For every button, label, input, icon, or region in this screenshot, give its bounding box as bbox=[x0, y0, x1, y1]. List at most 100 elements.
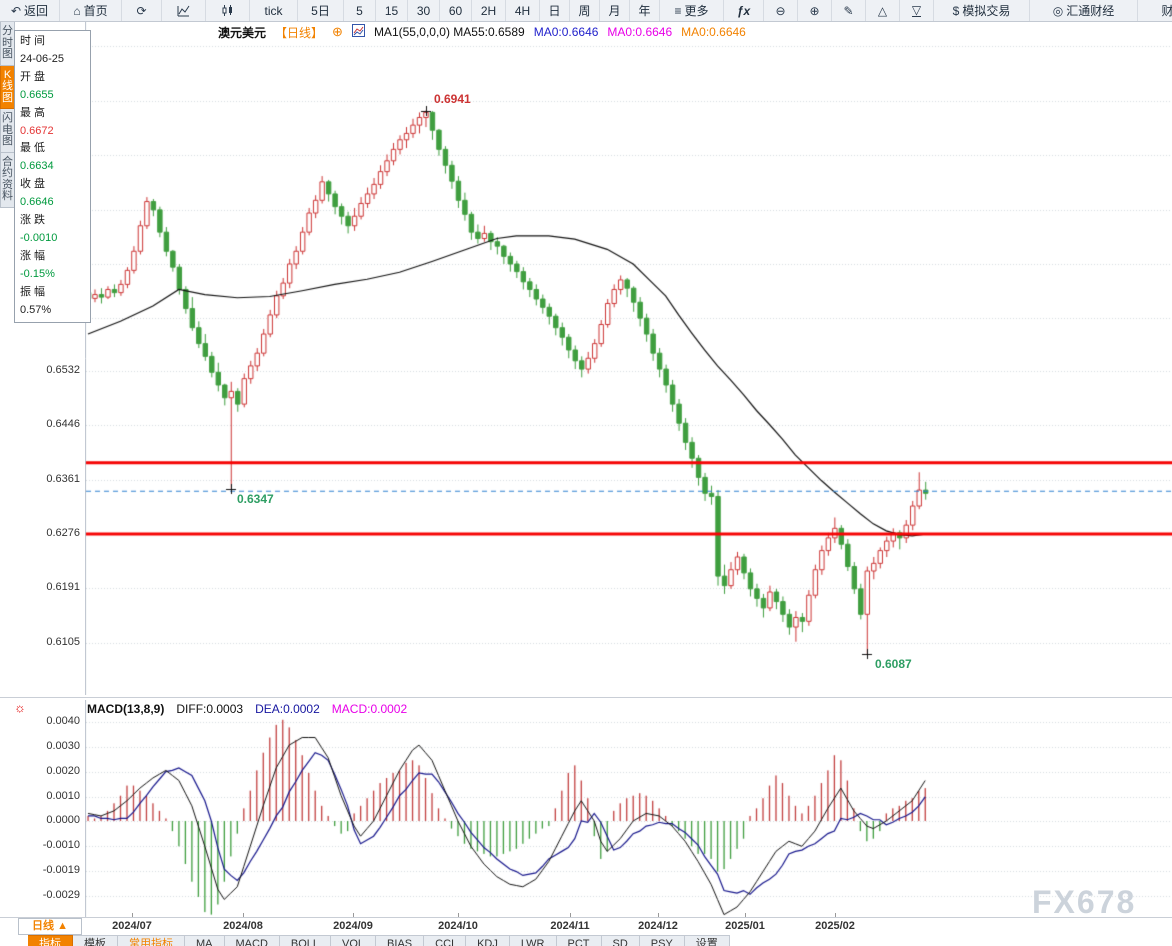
triangle-up-icon: △ bbox=[877, 3, 888, 18]
macd-diff-value: DIFF:0.0003 bbox=[176, 702, 244, 716]
line-chart-button[interactable] bbox=[162, 0, 206, 21]
period-60min-button[interactable]: 60 bbox=[440, 0, 472, 21]
tab-bias[interactable]: BIAS bbox=[376, 935, 425, 946]
info-value-amplitude: 0.57% bbox=[20, 303, 52, 316]
macd-axis-tick: -0.0029 bbox=[42, 889, 80, 901]
time-axis-label: 2025/01 bbox=[725, 920, 765, 932]
period-day-button[interactable]: 日 bbox=[540, 0, 570, 21]
tab-ma[interactable]: MA bbox=[185, 935, 225, 946]
top-toolbar: ↶ 返回 ⌂ 首页 ⟳ tick 5日 5 15 30 60 2H 4H 日 周 月… bbox=[0, 0, 1172, 22]
info-value-low: 0.6634 bbox=[20, 160, 54, 173]
period-tick-button[interactable]: tick bbox=[250, 0, 298, 21]
indicator-fx-button[interactable]: ƒx bbox=[724, 0, 764, 21]
price-chart-canvas[interactable] bbox=[85, 22, 1172, 695]
zoom-out-icon: ⊖ bbox=[775, 3, 786, 18]
tab-time-chart[interactable]: 分时图 bbox=[0, 22, 15, 66]
time-axis-label: 2024/07 bbox=[112, 920, 152, 932]
tab-lwr[interactable]: LWR bbox=[509, 935, 557, 946]
macd-settings-icon[interactable]: ☼ bbox=[14, 700, 26, 715]
tab-lightning-chart[interactable]: 闪电图 bbox=[0, 109, 15, 153]
draw-tool-button[interactable]: ✎ bbox=[832, 0, 866, 21]
tab-common-indicators[interactable]: 常用指标 bbox=[118, 935, 185, 946]
candlestick-button[interactable] bbox=[206, 0, 250, 21]
price-axis-tick: 0.6276 bbox=[46, 527, 80, 539]
more-button[interactable]: ≡ 更多 bbox=[660, 0, 724, 21]
huitong-logo-icon: ◎ bbox=[1052, 3, 1064, 18]
zoom-out-button[interactable]: ⊖ bbox=[764, 0, 798, 21]
macd-header: MACD(13,8,9) DIFF:0.0003 DEA:0.0002 MACD… bbox=[87, 702, 407, 716]
macd-axis-tick: 0.0030 bbox=[46, 740, 80, 752]
indicator-tab-bar: 指标 模板 常用指标 MA MACD BOLL VOL BIAS CCI KDJ… bbox=[28, 935, 730, 946]
period-selector-button[interactable]: 日线 ▲ bbox=[18, 918, 82, 935]
macd-axis-tick: 0.0020 bbox=[46, 765, 80, 777]
price-axis-tick: 0.6361 bbox=[46, 473, 80, 485]
xaxis-divider bbox=[0, 917, 1172, 918]
period-30min-button[interactable]: 30 bbox=[408, 0, 440, 21]
menu-icon: ≡ bbox=[674, 3, 682, 18]
info-value-open: 0.6655 bbox=[20, 88, 54, 101]
macd-macd-value: MACD:0.0002 bbox=[331, 702, 408, 716]
period-2h-button[interactable]: 2H bbox=[472, 0, 506, 21]
price-axis-tick: 0.6446 bbox=[46, 418, 80, 430]
candlestick-icon bbox=[221, 4, 234, 17]
scale-down-button[interactable]: ▽ bbox=[900, 0, 934, 21]
macd-axis-tick: -0.0010 bbox=[42, 839, 80, 851]
time-axis-label: 2025/02 bbox=[815, 920, 855, 932]
fx678-watermark: FX678 bbox=[1032, 884, 1137, 920]
tab-contract-info[interactable]: 合约资料 bbox=[0, 152, 15, 208]
macd-chart-canvas[interactable] bbox=[85, 700, 1172, 917]
huitong-finance-button[interactable]: ◎ 汇通财经 bbox=[1030, 0, 1138, 21]
refresh-button[interactable]: ⟳ bbox=[122, 0, 162, 21]
info-value-change-pct: -0.15% bbox=[20, 267, 55, 280]
economic-calendar-button[interactable]: 财经日历 bbox=[1138, 0, 1172, 21]
macd-axis-tick: -0.0019 bbox=[42, 864, 80, 876]
period-4h-button[interactable]: 4H bbox=[506, 0, 540, 21]
tab-psy[interactable]: PSY bbox=[639, 935, 685, 946]
back-button[interactable]: ↶ 返回 bbox=[0, 0, 60, 21]
pencil-icon: ✎ bbox=[843, 3, 854, 18]
tab-settings[interactable]: 设置 bbox=[684, 935, 730, 946]
time-axis-label: 2024/11 bbox=[550, 920, 590, 932]
tab-kline-chart[interactable]: K线图 bbox=[0, 65, 15, 109]
tab-macd[interactable]: MACD bbox=[224, 935, 280, 946]
back-icon: ↶ bbox=[10, 3, 22, 18]
info-label-amplitude: 振 幅 bbox=[20, 285, 46, 298]
refresh-icon: ⟳ bbox=[136, 3, 147, 18]
tab-vol[interactable]: VOL bbox=[331, 935, 377, 946]
info-value-high: 0.6672 bbox=[20, 124, 54, 137]
info-label-high: 最 高 bbox=[20, 106, 46, 119]
tab-indicator[interactable]: 指标 bbox=[28, 935, 73, 946]
tab-cci[interactable]: CCI bbox=[424, 935, 467, 946]
period-week-button[interactable]: 周 bbox=[570, 0, 600, 21]
period-year-button[interactable]: 年 bbox=[630, 0, 660, 21]
period-5day-button[interactable]: 5日 bbox=[298, 0, 344, 21]
period-15min-button[interactable]: 15 bbox=[376, 0, 408, 21]
time-axis-label: 2024/09 bbox=[333, 920, 373, 932]
tab-kdj[interactable]: KDJ bbox=[466, 935, 510, 946]
info-label-change: 涨 跌 bbox=[20, 214, 46, 227]
tab-boll[interactable]: BOLL bbox=[279, 935, 332, 946]
tab-pct[interactable]: PCT bbox=[556, 935, 602, 946]
scale-up-button[interactable]: △ bbox=[866, 0, 900, 21]
home-icon: ⌂ bbox=[73, 3, 81, 18]
line-chart-icon bbox=[177, 4, 190, 17]
tab-template[interactable]: 模板 bbox=[73, 935, 118, 946]
demo-trading-button[interactable]: $ 模拟交易 bbox=[934, 0, 1030, 21]
dollar-icon: $ bbox=[952, 3, 960, 18]
info-value-change: -0.0010 bbox=[20, 231, 58, 244]
price-axis-tick: 0.6532 bbox=[46, 364, 80, 376]
macd-title: MACD(13,8,9) bbox=[87, 702, 165, 716]
macd-axis-tick: 0.0000 bbox=[46, 814, 80, 826]
info-label-time: 时 间 bbox=[20, 35, 46, 47]
period-month-button[interactable]: 月 bbox=[600, 0, 630, 21]
panel-divider bbox=[0, 697, 1172, 698]
info-value-time: 24-06-25 bbox=[20, 52, 65, 65]
info-label-open: 开 盘 bbox=[20, 70, 46, 83]
zoom-in-button[interactable]: ⊕ bbox=[798, 0, 832, 21]
home-button[interactable]: ⌂ 首页 bbox=[60, 0, 122, 21]
period-5min-button[interactable]: 5 bbox=[344, 0, 376, 21]
info-label-change-pct: 涨 幅 bbox=[20, 249, 46, 262]
time-axis-label: 2024/12 bbox=[638, 920, 678, 932]
tab-sd[interactable]: SD bbox=[601, 935, 640, 946]
